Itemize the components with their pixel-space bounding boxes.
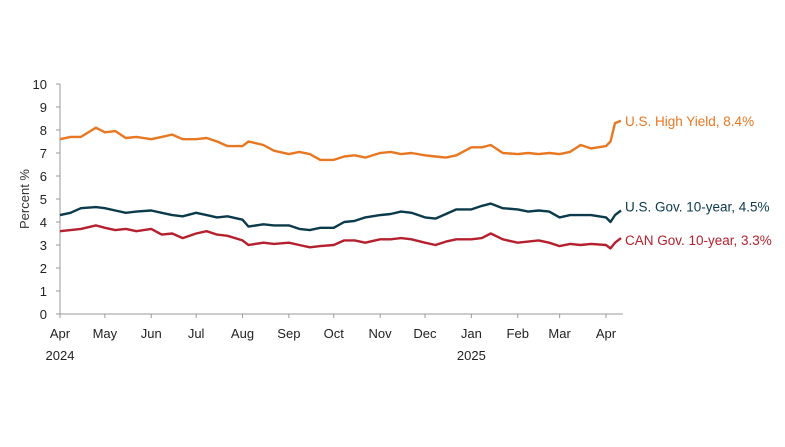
y-tick-label: 10 (33, 77, 47, 92)
x-tick-label: Nov (369, 326, 393, 341)
x-tick-label: Apr (50, 326, 71, 341)
series-label: CAN Gov. 10-year, 3.3% (625, 233, 772, 248)
x-tick-label: May (93, 326, 118, 341)
y-tick-label: 7 (40, 146, 47, 161)
series-labels: U.S. High Yield, 8.4% U.S. Gov. 10-year, … (625, 114, 772, 248)
y-tick-label: 5 (40, 192, 47, 207)
x-tick-label: Jan (461, 326, 482, 341)
y-tick-label: 1 (40, 284, 47, 299)
y-tick-label: 8 (40, 123, 47, 138)
x-year-label: 2025 (457, 348, 486, 363)
y-tick-label: 6 (40, 169, 47, 184)
y-tick-label: 9 (40, 100, 47, 115)
x-tick-label: Jun (141, 326, 162, 341)
y-axis-label: Percent % (17, 169, 32, 229)
x-axis: Apr May Jun Jul Aug Sep Oct Nov Dec Jan Feb Mar Apr 2… (46, 313, 623, 363)
x-tick-label: Feb (507, 326, 529, 341)
series-line (59, 119, 622, 162)
x-year-label: 2024 (46, 348, 75, 363)
series-label: U.S. Gov. 10-year, 4.5% (625, 200, 770, 215)
series-lines (59, 119, 622, 250)
y-tick-label: 3 (40, 238, 47, 253)
y-tick-label: 0 (40, 307, 47, 322)
x-tick-label: Dec (413, 326, 437, 341)
x-tick-label: Sep (277, 326, 300, 341)
series-line (59, 224, 622, 250)
y-tick-label: 4 (40, 215, 47, 230)
x-tick-label: Mar (548, 326, 571, 341)
series-label: U.S. High Yield, 8.4% (625, 114, 754, 129)
series-line (59, 202, 622, 232)
y-tick-label: 2 (40, 261, 47, 276)
x-tick-label: Oct (324, 326, 345, 341)
x-tick-label: Jul (188, 326, 205, 341)
y-axis: 0 1 2 3 4 5 6 7 8 9 10 (33, 77, 61, 322)
x-tick-label: Apr (596, 326, 617, 341)
x-tick-label: Aug (231, 326, 254, 341)
